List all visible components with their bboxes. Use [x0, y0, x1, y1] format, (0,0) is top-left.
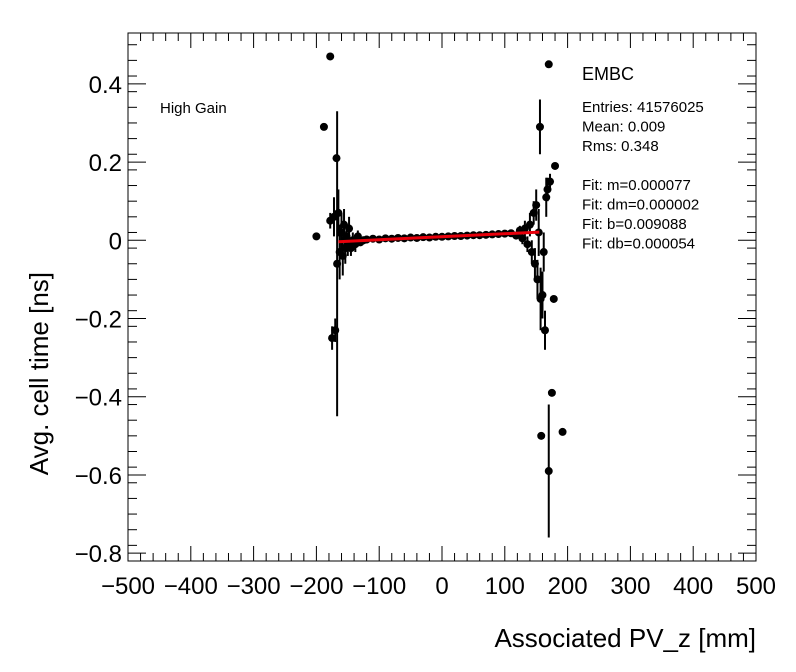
- data-point: [543, 185, 552, 194]
- fit-line: [338, 230, 540, 244]
- data-point: [540, 326, 549, 335]
- y-axis-tick-labels: −0.8 −0.6 −0.4 −0.2 0 0.2 0.4: [75, 72, 122, 568]
- stats-line: Mean: 0.009: [582, 119, 665, 136]
- x-tick-label: 400: [673, 573, 713, 600]
- data-point: [334, 208, 343, 217]
- stats-box: Entries: 41576025 Mean: 0.009 Rms: 0.348 Fi…: [582, 99, 704, 253]
- stats-title: EMBC: [582, 64, 634, 84]
- data-point: [332, 154, 341, 163]
- data-point: [551, 161, 560, 170]
- y-tick-label: −0.2: [75, 307, 122, 334]
- data-point: [539, 248, 548, 257]
- data-markers: [312, 52, 567, 476]
- x-tick-label: −400: [164, 573, 218, 600]
- x-tick-label: 200: [548, 573, 588, 600]
- data-point: [338, 251, 347, 260]
- stats-line: Entries: 41576025: [582, 99, 704, 116]
- data-point: [328, 334, 337, 343]
- stats-line: Fit: m=0.000077: [582, 177, 691, 194]
- gain-annotation: High Gain: [160, 100, 227, 117]
- data-point: [342, 232, 351, 241]
- data-point: [326, 52, 335, 61]
- x-tick-label: −200: [289, 573, 343, 600]
- x-tick-label: 100: [485, 573, 525, 600]
- data-point: [558, 427, 567, 436]
- data-point: [542, 193, 551, 202]
- data-point: [331, 326, 340, 335]
- data-point: [549, 294, 558, 303]
- y-tick-label: 0.2: [89, 150, 122, 177]
- data-point: [544, 60, 553, 69]
- stats-line: Rms: 0.348: [582, 138, 659, 155]
- y-axis-title: Avg. cell time [ns]: [24, 272, 54, 475]
- data-point: [537, 431, 546, 440]
- x-axis-title: Associated PV_z [mm]: [494, 623, 756, 653]
- data-point: [518, 234, 527, 243]
- data-point: [538, 291, 547, 300]
- data-point: [312, 232, 321, 241]
- x-tick-label: 300: [610, 573, 650, 600]
- x-axis-ticks: [127, 33, 757, 561]
- x-tick-label: −500: [101, 573, 155, 600]
- x-axis-tick-labels: −500 −400 −300 −200 −100 0 100 200 300 400 500: [101, 573, 776, 600]
- data-point: [546, 177, 555, 186]
- error-bars: [329, 99, 552, 538]
- x-tick-label: −300: [227, 573, 281, 600]
- y-tick-label: 0.4: [89, 72, 122, 99]
- y-tick-label: −0.4: [75, 385, 122, 412]
- data-point: [532, 201, 541, 210]
- data-point: [530, 259, 539, 268]
- y-tick-label: 0: [109, 228, 122, 255]
- data-point: [333, 259, 342, 268]
- stats-line: Fit: dm=0.000002: [582, 197, 699, 214]
- data-point: [533, 275, 542, 284]
- x-tick-label: 500: [736, 573, 776, 600]
- x-tick-label: −100: [352, 573, 406, 600]
- y-axis-ticks: [128, 44, 756, 562]
- data-point: [535, 122, 544, 131]
- data-point: [547, 388, 556, 397]
- data-point: [544, 467, 553, 476]
- data-point: [523, 240, 532, 249]
- y-tick-label: −0.8: [75, 541, 122, 568]
- data-point: [525, 220, 534, 229]
- stats-line: Fit: db=0.000054: [582, 236, 695, 253]
- data-point: [527, 248, 536, 257]
- x-tick-label: 0: [435, 573, 448, 600]
- data-point: [319, 122, 328, 131]
- stats-line: Fit: b=0.009088: [582, 216, 687, 233]
- data-point: [345, 224, 354, 233]
- data-point: [529, 208, 538, 217]
- y-tick-label: −0.6: [75, 463, 122, 490]
